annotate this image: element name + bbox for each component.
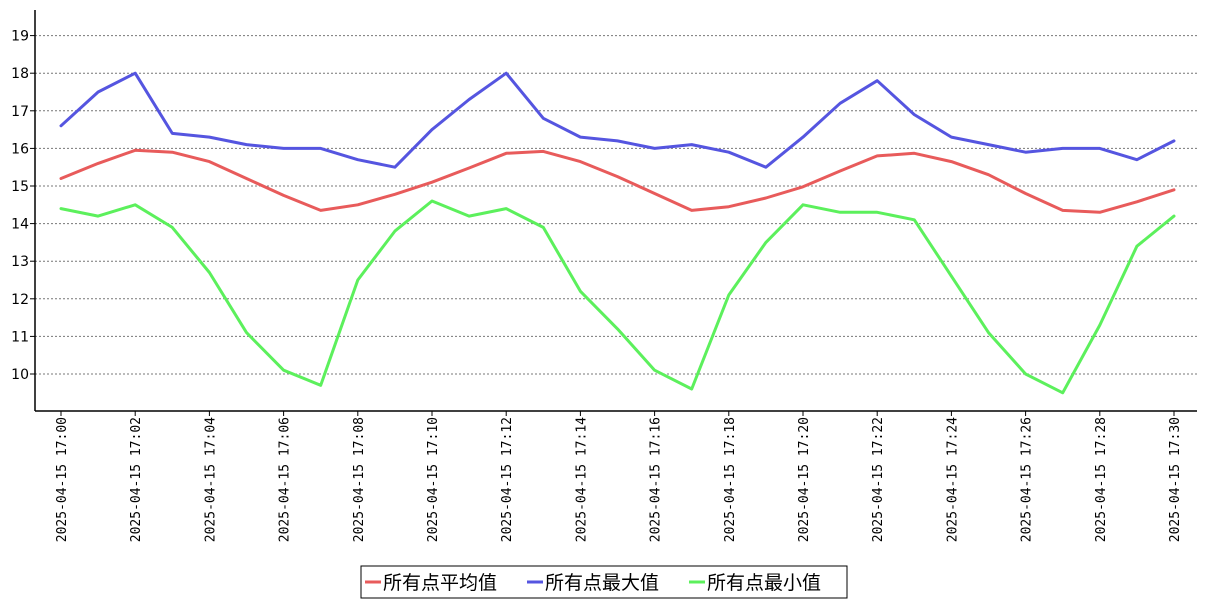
x-tick-label: 2025-04-15 17:30: [1168, 417, 1183, 542]
y-tick-label: 15: [11, 179, 29, 195]
legend-label: 所有点最小值: [707, 572, 821, 594]
x-tick-label: 2025-04-15 17:02: [129, 417, 144, 542]
y-tick-label: 10: [11, 367, 29, 383]
x-tick-label: 2025-04-15 17:24: [945, 417, 960, 542]
y-axis-ticks: 10 11 12 13 14 15 16 17 18 19: [11, 29, 35, 383]
y-tick-label: 13: [11, 254, 29, 270]
x-tick-label: 2025-04-15 17:20: [797, 417, 812, 542]
x-tick-label: 2025-04-15 17:14: [574, 417, 589, 542]
x-tick-label: 2025-04-15 17:08: [352, 417, 367, 542]
x-tick-label: 2025-04-15 17:00: [55, 417, 70, 542]
series-line: [59, 71, 1176, 169]
legend-box: [360, 565, 848, 599]
x-tick-label: 2025-04-15 17:18: [723, 417, 738, 542]
x-tick-label: 2025-04-15 17:16: [649, 417, 664, 542]
legend: 所有点平均值 所有点最大值 所有点最小值: [360, 565, 848, 599]
y-gridlines: [35, 35, 1197, 375]
y-tick-label: 18: [11, 66, 29, 82]
x-tick-label: 2025-04-15 17:10: [426, 417, 441, 542]
x-tick-label: 2025-04-15 17:28: [1094, 417, 1109, 542]
x-tick-label: 2025-04-15 17:12: [500, 417, 515, 542]
x-tick-label: 2025-04-15 17:26: [1020, 417, 1035, 542]
series-line: [59, 148, 1176, 214]
y-tick-label: 16: [11, 141, 29, 157]
y-tick-label: 19: [11, 29, 29, 45]
y-tick-label: 11: [11, 329, 29, 345]
y-tick-label: 12: [11, 292, 29, 308]
y-tick-label: 17: [11, 104, 29, 120]
series-line: [59, 199, 1176, 395]
x-axis-ticks: 2025-04-15 17:00 2025-04-15 17:02 2025-04-…: [55, 411, 1183, 542]
series-lines: [59, 71, 1176, 395]
x-tick-label: 2025-04-15 17:22: [871, 417, 886, 542]
x-tick-label: 2025-04-15 17:06: [278, 417, 293, 542]
y-tick-label: 14: [11, 217, 29, 233]
legend-label: 所有点最大值: [545, 572, 659, 594]
legend-label: 所有点平均值: [383, 572, 497, 594]
x-tick-label: 2025-04-15 17:04: [203, 417, 218, 542]
